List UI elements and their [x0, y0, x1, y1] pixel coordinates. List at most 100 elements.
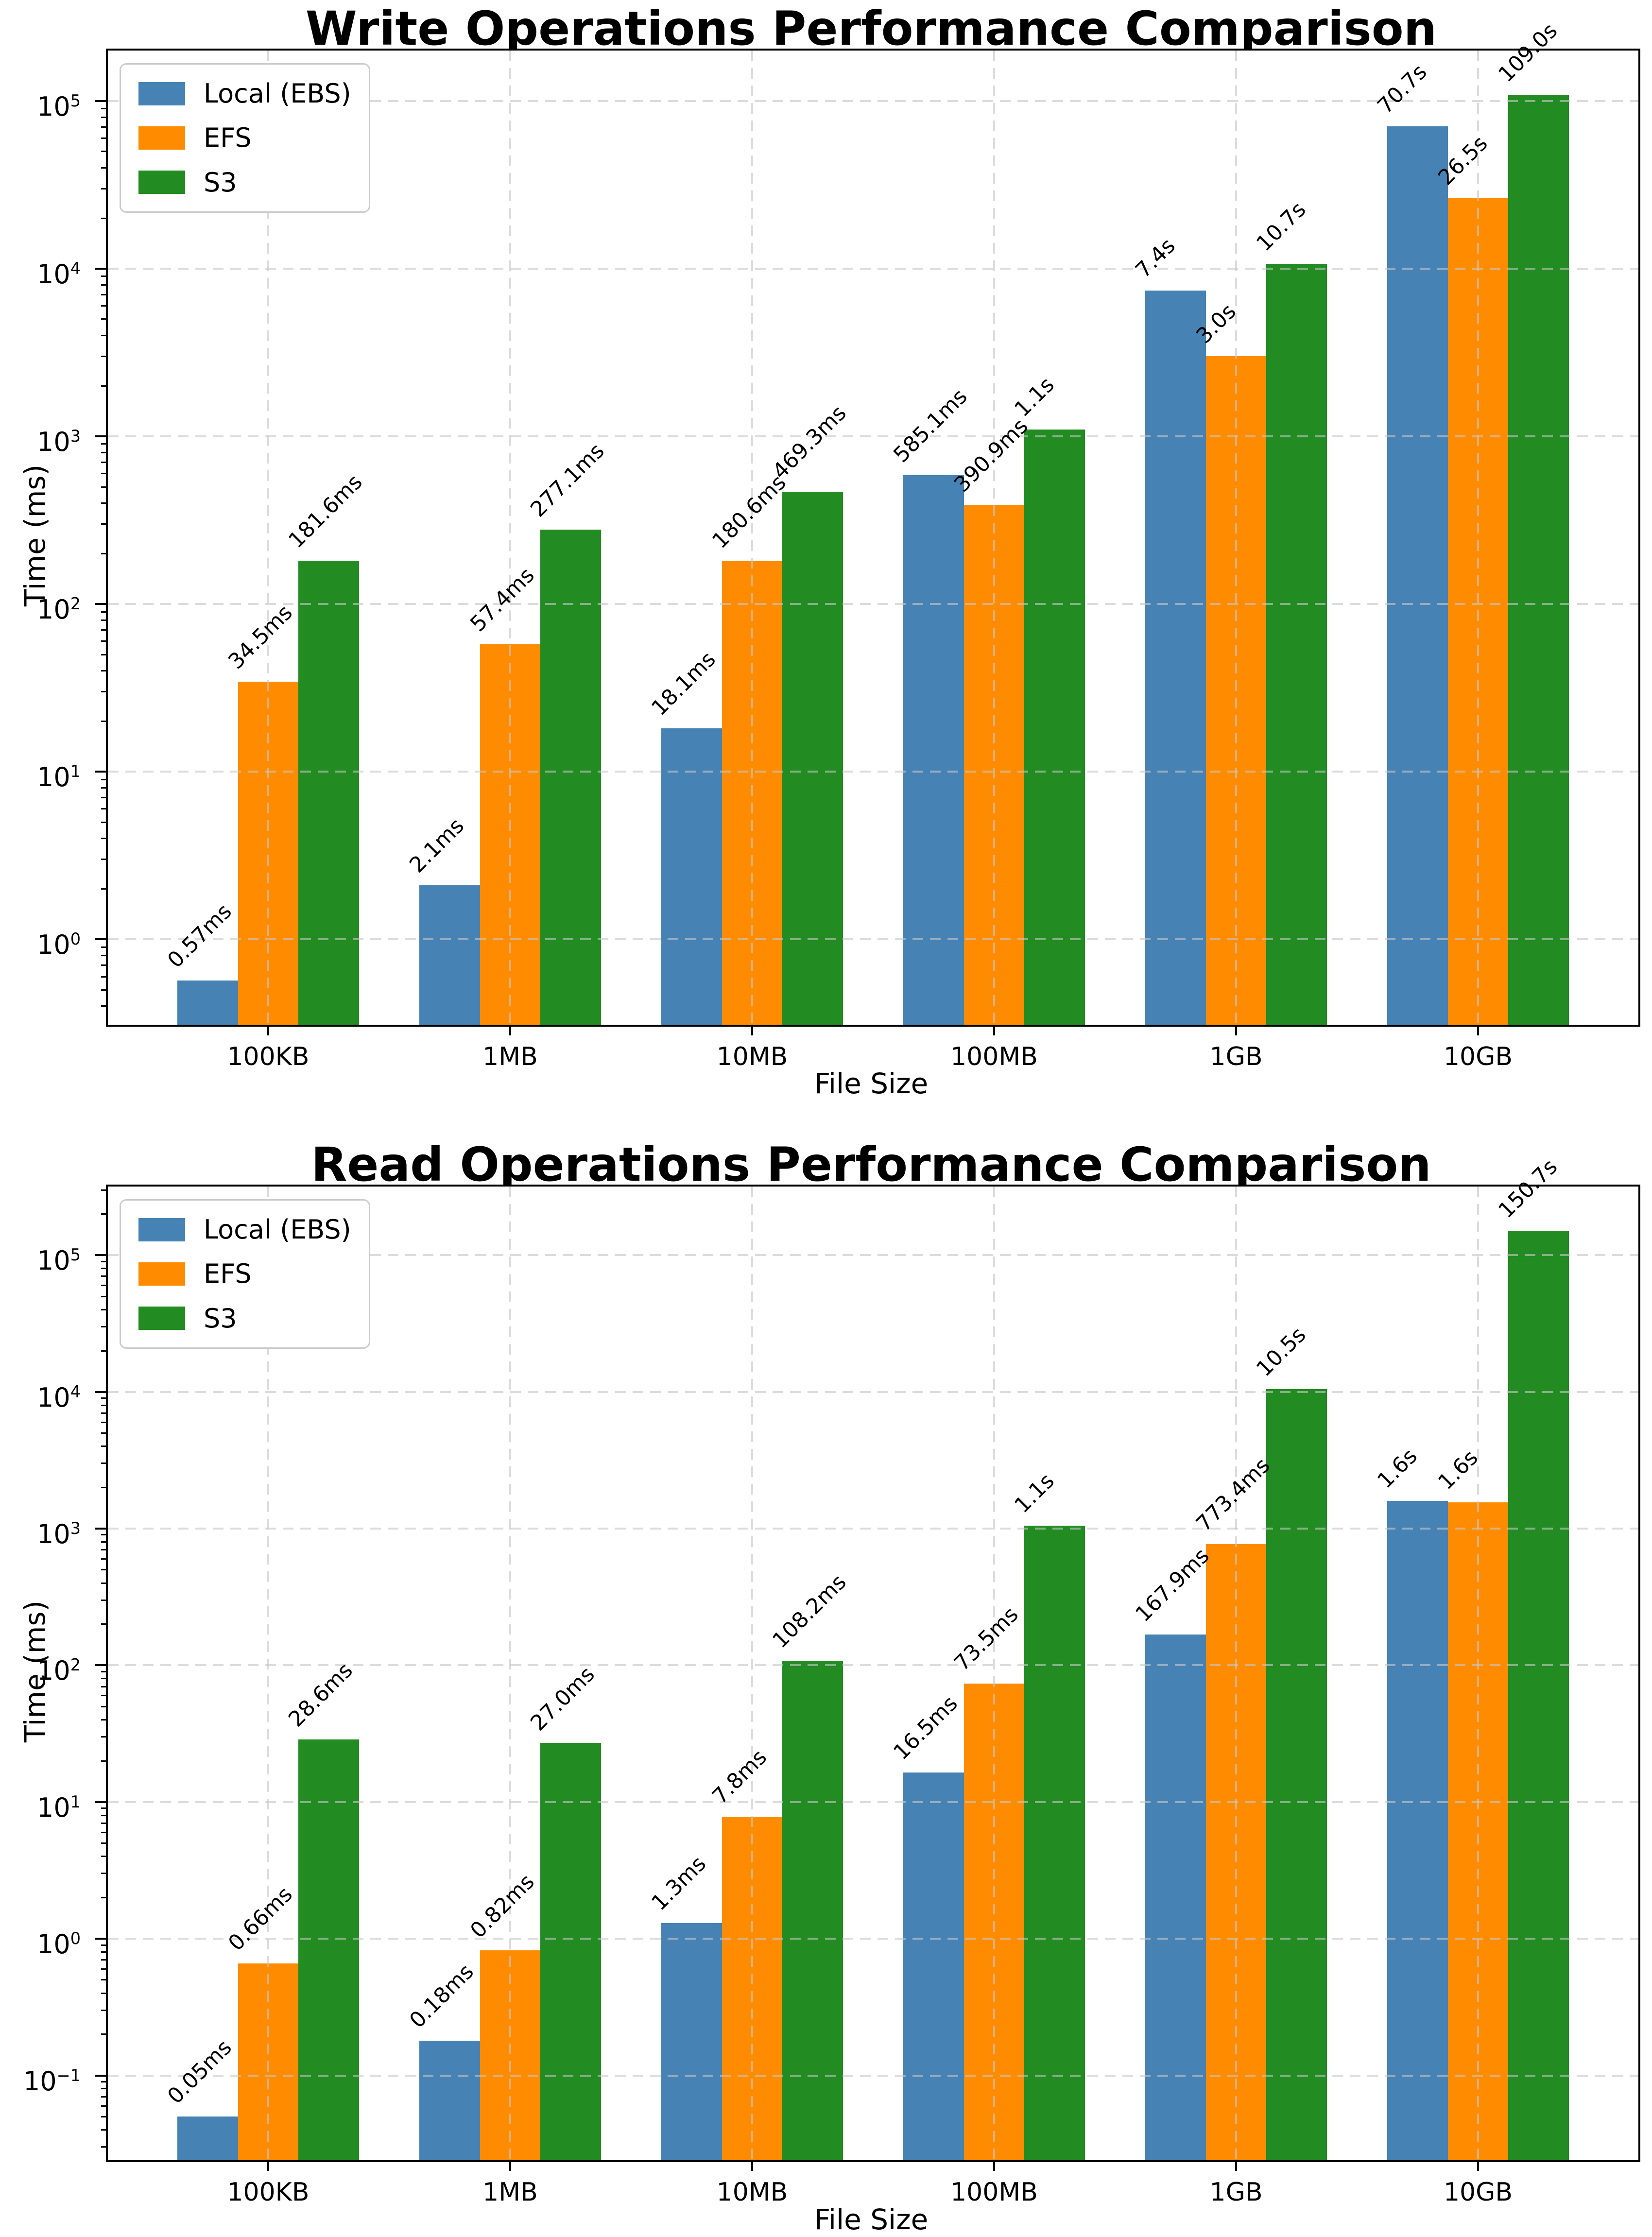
legend-label: EFS: [204, 122, 252, 154]
y-minor-tick-mark: [101, 1285, 107, 1287]
y-gridline: [108, 771, 1638, 773]
bar-local-ebs-100mb: [903, 475, 964, 1025]
y-tick-label: 101: [36, 762, 81, 793]
x-gridline: [751, 1187, 753, 2160]
y-minor-tick-mark: [101, 946, 107, 948]
x-gridline: [509, 51, 511, 1025]
y-gridline: [108, 1391, 1638, 1393]
y-tick-mark: [95, 1938, 106, 1940]
bar-s3-10gb: [1508, 1231, 1569, 2160]
bar-s3-1mb: [540, 1743, 601, 2160]
bar-local-ebs-100mb: [903, 1772, 964, 2160]
y-tick-label: 100: [36, 929, 81, 961]
y-gridline: [108, 2074, 1638, 2077]
y-minor-tick-mark: [101, 1814, 107, 1816]
x-gridline: [1235, 1187, 1238, 2160]
legend-swatch-local-ebs: [138, 82, 185, 105]
y-minor-tick-mark: [101, 1558, 107, 1560]
y-tick-mark: [95, 2074, 106, 2077]
y-minor-tick-mark: [101, 1623, 107, 1625]
legend: Local (EBS) EFS S3: [120, 1199, 370, 1349]
read-plot-area: 100KB 1MB 10MB 100MB 1GB 10GB 10−1 100 101 102 103…: [23, 1154, 1640, 2206]
y-minor-tick-mark: [101, 1842, 107, 1844]
y-minor-tick-mark: [101, 523, 107, 525]
legend-item-s3: S3: [138, 1304, 351, 1333]
y-minor-tick-mark: [101, 1873, 107, 1875]
y-minor-tick-mark: [101, 1295, 107, 1297]
x-tick-mark: [993, 1025, 995, 1035]
x-tick-mark: [993, 2160, 995, 2171]
y-minor-tick-mark: [101, 385, 107, 387]
bar-value-label: 10.7s: [1252, 197, 1311, 256]
bar-s3-10mb: [782, 1660, 843, 2160]
y-gridline: [108, 268, 1638, 270]
x-tick-label: 100KB: [227, 1042, 310, 1071]
x-gridline: [267, 1187, 269, 2160]
y-tick-mark: [95, 938, 106, 941]
y-minor-tick-mark: [101, 640, 107, 642]
read-chart-title: Read Operations Performance Comparison: [311, 1137, 1431, 1192]
y-minor-tick-mark: [101, 293, 107, 295]
y-minor-tick-mark: [101, 611, 107, 613]
bar-value-label: 0.18ms: [405, 1959, 479, 2033]
bar-value-label: 0.66ms: [223, 1882, 297, 1956]
y-minor-tick-mark: [101, 1350, 107, 1352]
bar-local-ebs-1mb: [419, 2040, 480, 2160]
y-minor-tick-mark: [101, 2081, 107, 2082]
y-minor-tick-mark: [101, 670, 107, 672]
y-minor-tick-mark: [101, 473, 107, 475]
x-tick-label: 1MB: [482, 2178, 538, 2207]
y-minor-tick-mark: [101, 787, 107, 789]
x-gridline: [1477, 1187, 1480, 2160]
y-minor-tick-mark: [101, 691, 107, 693]
y-minor-tick-mark: [101, 2146, 107, 2148]
x-gridline: [993, 1187, 995, 2160]
y-minor-tick-mark: [101, 108, 107, 110]
y-minor-tick-mark: [101, 188, 107, 189]
x-tick-mark: [751, 1025, 753, 1035]
bar-value-label: 27.0ms: [526, 1661, 600, 1736]
bar-local-ebs-1gb: [1145, 291, 1206, 1025]
bar-value-label: 1.3ms: [647, 1851, 711, 1916]
x-tick-mark: [1235, 1025, 1238, 1035]
y-tick-label: 102: [36, 594, 81, 625]
y-tick-mark: [95, 435, 106, 438]
legend-swatch-s3: [138, 1307, 185, 1330]
legend-swatch-efs: [138, 126, 185, 150]
x-tick-label: 100KB: [227, 2178, 310, 2207]
y-minor-tick-mark: [101, 955, 107, 957]
y-minor-tick-mark: [101, 1678, 107, 1680]
x-tick-mark: [1477, 1025, 1480, 1035]
y-minor-tick-mark: [101, 1959, 107, 1961]
write-chart-title: Write Operations Performance Comparison: [305, 1, 1437, 56]
y-minor-tick-mark: [101, 1397, 107, 1399]
y-minor-tick-mark: [101, 1705, 107, 1707]
y-minor-tick-mark: [101, 1260, 107, 1262]
legend-item-efs: EFS: [138, 1259, 351, 1289]
y-minor-tick-mark: [101, 2096, 107, 2098]
y-minor-tick-mark: [101, 284, 107, 286]
x-tick-label: 10GB: [1443, 2178, 1513, 2207]
bar-local-ebs-10gb: [1387, 126, 1448, 1025]
y-minor-tick-mark: [101, 1325, 107, 1327]
y-gridline: [108, 100, 1638, 102]
x-tick-mark: [509, 2160, 511, 2171]
y-minor-tick-mark: [101, 1831, 107, 1833]
x-tick-mark: [1477, 2160, 1480, 2171]
legend-item-efs: EFS: [138, 122, 351, 154]
x-gridline: [509, 1187, 511, 2160]
y-minor-tick-mark: [101, 1549, 107, 1551]
y-minor-tick-mark: [101, 1445, 107, 1447]
y-minor-tick-mark: [101, 1541, 107, 1543]
x-gridline: [993, 51, 995, 1025]
y-minor-tick-mark: [101, 167, 107, 169]
legend-swatch-s3: [138, 171, 185, 194]
y-minor-tick-mark: [101, 443, 107, 445]
bar-value-label: 167.9ms: [1131, 1543, 1214, 1627]
legend-item-local-ebs: Local (EBS): [138, 79, 351, 108]
y-minor-tick-mark: [101, 1807, 107, 1809]
bar-value-label: 7.8ms: [707, 1745, 772, 1809]
y-minor-tick-mark: [101, 137, 107, 139]
bar-s3-1gb: [1266, 1389, 1327, 2160]
